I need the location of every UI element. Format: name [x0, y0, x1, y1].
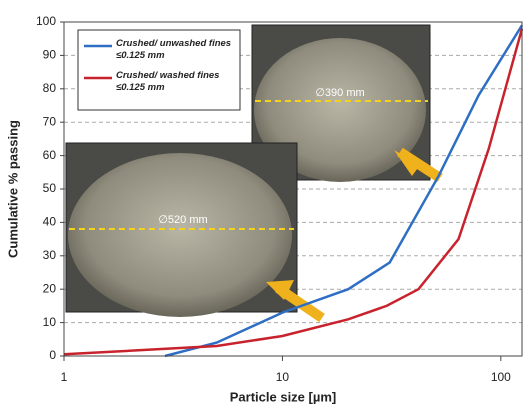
- y-tick-label: 10: [43, 315, 57, 329]
- annotation: ∅390 mm: [315, 87, 364, 99]
- photo: [65, 142, 325, 323]
- y-tick-label: 30: [43, 248, 57, 262]
- y-tick-label: 0: [49, 348, 56, 362]
- x-tick-label: 1: [61, 370, 68, 384]
- legend: Crushed/ unwashed fines ≤0.125 mm Crushe…: [77, 29, 241, 111]
- y-tick-label: 20: [43, 281, 57, 295]
- y-tick-label: 60: [43, 148, 57, 162]
- legend-label: Crushed/ washed fines ≤0.125 mm: [116, 70, 220, 93]
- y-tick-label: 90: [43, 48, 57, 62]
- y-tick-label: 70: [43, 114, 57, 128]
- y-tick-label: 40: [43, 215, 57, 229]
- series-line: [63, 28, 523, 356]
- y-axis-label: Cumulative % passing: [5, 120, 20, 258]
- x-tick-label: 10: [276, 370, 290, 384]
- y-tick-label: 80: [43, 81, 57, 95]
- x-axis-label: Particle size [µm]: [230, 389, 336, 404]
- series-line: [164, 24, 523, 358]
- y-tick-label: 50: [43, 181, 57, 195]
- annotation: ∅520 mm: [158, 214, 207, 226]
- x-tick-label: 100: [491, 370, 511, 384]
- y-tick-label: 100: [36, 14, 56, 28]
- legend-label: Crushed/ unwashed fines ≤0.125 mm: [116, 38, 232, 61]
